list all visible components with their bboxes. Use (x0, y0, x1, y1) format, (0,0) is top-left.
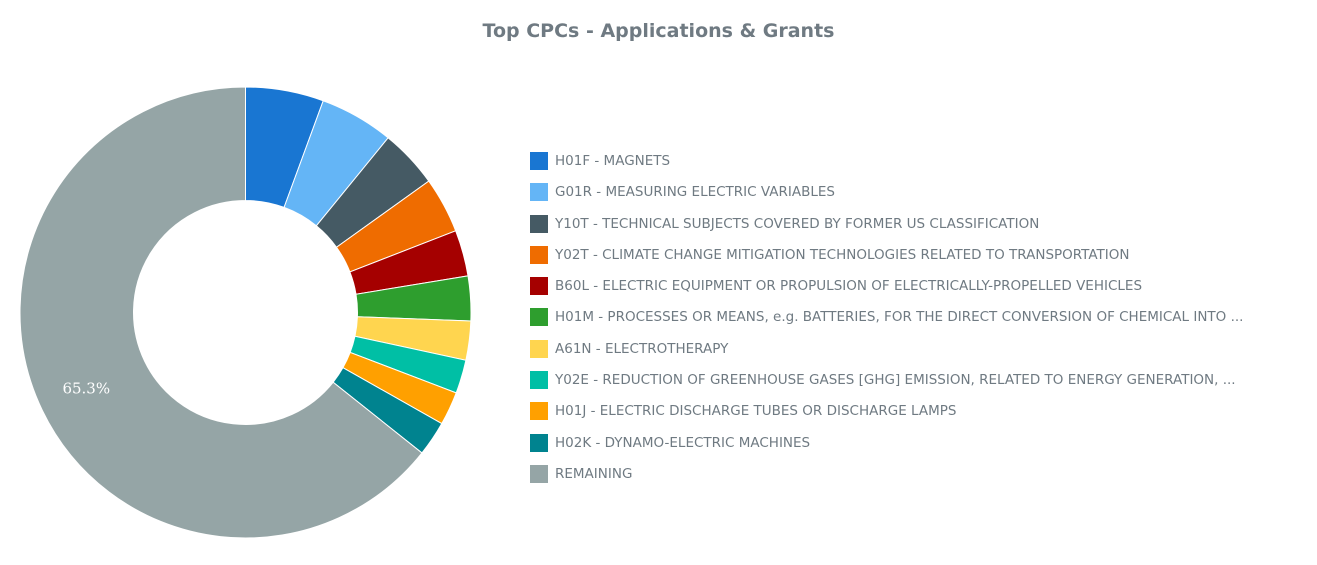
legend-item-remaining[interactable]: REMAINING (530, 464, 1243, 496)
legend-item-y10t[interactable]: Y10T - TECHNICAL SUBJECTS COVERED BY FOR… (530, 214, 1243, 246)
legend-swatch (530, 339, 548, 358)
legend-label: H01J - ELECTRIC DISCHARGE TUBES OR DISCH… (555, 403, 957, 420)
legend-swatch (530, 464, 548, 483)
legend-label: REMAINING (555, 465, 633, 482)
legend-swatch (530, 152, 548, 170)
legend-item-y02e[interactable]: Y02E - REDUCTION OF GREENHOUSE GASES [GH… (530, 371, 1243, 402)
legend-label: Y10T - TECHNICAL SUBJECTS COVERED BY FOR… (555, 215, 1040, 232)
legend-swatch (530, 308, 548, 327)
legend-item-g01r[interactable]: G01R - MEASURING ELECTRIC VARIABLES (530, 183, 1243, 214)
legend-swatch (530, 371, 548, 390)
legend-item-h01m[interactable]: H01M - PROCESSES OR MEANS, e.g. BATTERIE… (530, 308, 1243, 339)
legend-label: H01M - PROCESSES OR MEANS, e.g. BATTERIE… (555, 309, 1244, 326)
legend-item-h01j[interactable]: H01J - ELECTRIC DISCHARGE TUBES OR DISCH… (530, 402, 1243, 433)
chart-title: Top CPCs - Applications & Grants (482, 20, 835, 42)
legend-swatch (530, 245, 548, 264)
legend-swatch (530, 183, 548, 202)
legend-swatch (530, 433, 548, 452)
legend-label: B60L - ELECTRIC EQUIPMENT OR PROPULSION … (555, 278, 1143, 295)
slice-remaining[interactable] (19, 86, 423, 539)
legend-item-y02t[interactable]: Y02T - CLIMATE CHANGE MITIGATION TECHNOL… (530, 245, 1243, 277)
chart-legend: H01F - MAGNETS G01R - MEASURING ELECTRIC … (530, 152, 1243, 496)
legend-item-h01f[interactable]: H01F - MAGNETS (530, 152, 1243, 183)
legend-label: A61N - ELECTROTHERAPY (555, 340, 729, 357)
legend-swatch (530, 402, 548, 421)
slice-label-remaining: 65.3% (62, 379, 110, 397)
legend-item-b60l[interactable]: B60L - ELECTRIC EQUIPMENT OR PROPULSION … (530, 277, 1243, 308)
legend-swatch (530, 214, 548, 233)
legend-label: Y02E - REDUCTION OF GREENHOUSE GASES [GH… (555, 372, 1236, 389)
legend-swatch (530, 277, 548, 296)
legend-label: H01F - MAGNETS (555, 153, 671, 169)
legend-label: H02K - DYNAMO-ELECTRIC MACHINES (555, 434, 811, 451)
legend-label: G01R - MEASURING ELECTRIC VARIABLES (555, 184, 835, 201)
legend-item-h02k[interactable]: H02K - DYNAMO-ELECTRIC MACHINES (530, 433, 1243, 465)
donut-chart: 65.3% (19, 86, 472, 539)
legend-item-a61n[interactable]: A61N - ELECTROTHERAPY (530, 339, 1243, 371)
legend-label: Y02T - CLIMATE CHANGE MITIGATION TECHNOL… (555, 246, 1130, 263)
